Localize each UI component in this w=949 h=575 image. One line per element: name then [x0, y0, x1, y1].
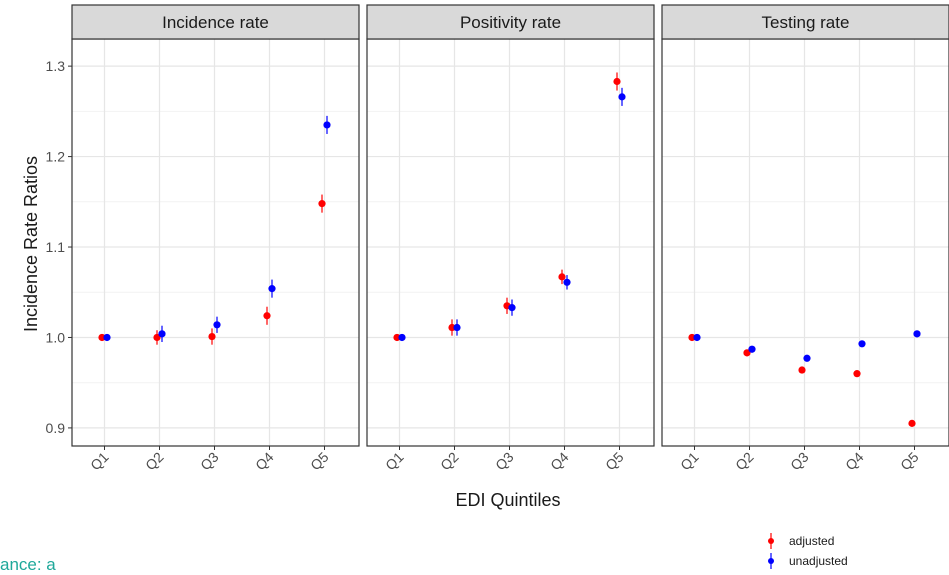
- data-point-unadjusted: [748, 345, 756, 353]
- data-point-adjusted: [743, 349, 751, 357]
- facet-strip: [366, 4, 655, 40]
- facet-strip: [71, 4, 360, 40]
- data-point-adjusted: [688, 333, 696, 342]
- data-point-unadjusted: [508, 304, 516, 312]
- data-point-unadjusted: [803, 354, 811, 362]
- data-point-unadjusted: [453, 323, 461, 332]
- data-point-adjusted: [318, 200, 326, 208]
- data-point-adjusted: [98, 333, 106, 342]
- data-point-adjusted: [558, 273, 566, 281]
- facet-panels: Incidence rate Positivity rate Testing rat…: [71, 4, 949, 447]
- x-tick-label: Q3: [197, 449, 222, 474]
- x-tick-label: Q5: [602, 449, 627, 474]
- legend-item-adjusted: adjusted: [768, 533, 834, 549]
- legend-key-point: [768, 538, 774, 544]
- facet-strip: [661, 4, 949, 40]
- facet-strip-label: Positivity rate: [460, 13, 561, 32]
- x-tick-label: Q3: [492, 449, 517, 474]
- y-tick-label: 1.1: [46, 239, 66, 255]
- x-tick-label: Q5: [307, 449, 332, 474]
- data-point-adjusted: [613, 77, 621, 86]
- data-point-unadjusted: [213, 321, 221, 329]
- x-tick-label: Q2: [732, 449, 757, 474]
- legend-label: unadjusted: [789, 554, 848, 568]
- legend: adjusted unadjusted: [768, 533, 848, 569]
- x-tick-label: Q1: [382, 449, 407, 474]
- data-point-adjusted: [448, 323, 456, 332]
- data-point-adjusted: [263, 312, 271, 320]
- facet-strip-label: Incidence rate: [162, 13, 269, 32]
- facet-panel: Positivity rate: [366, 4, 655, 447]
- x-tick-label: Q4: [547, 449, 572, 474]
- data-point-adjusted: [853, 370, 861, 378]
- legend-label: adjusted: [789, 534, 834, 548]
- data-point-unadjusted: [158, 330, 166, 338]
- legend-key-point: [768, 558, 774, 564]
- facet-strip-label: Testing rate: [762, 13, 850, 32]
- data-point-unadjusted: [693, 333, 701, 342]
- x-tick-label: Q3: [787, 449, 812, 474]
- panel-background: [662, 39, 949, 446]
- x-tick-label: Q1: [87, 449, 112, 474]
- x-axis-title: EDI Quintiles: [455, 490, 560, 510]
- data-point-adjusted: [153, 333, 161, 342]
- facet-panel: Incidence rate: [71, 4, 360, 447]
- x-tick-label: Q2: [142, 449, 167, 474]
- data-point-adjusted: [393, 333, 401, 342]
- data-point-unadjusted: [858, 340, 866, 348]
- x-tick-label: Q2: [437, 449, 462, 474]
- legend-item-unadjusted: unadjusted: [768, 553, 848, 569]
- y-tick-label: 1.2: [46, 149, 66, 165]
- data-point-unadjusted: [398, 333, 406, 342]
- data-point-unadjusted: [103, 333, 111, 342]
- data-point-unadjusted: [268, 285, 276, 293]
- y-axis-title: Incidence Rate Ratios: [21, 156, 41, 332]
- y-tick-label: 1.3: [46, 58, 66, 74]
- x-tick-label: Q4: [842, 449, 867, 474]
- data-point-unadjusted: [563, 278, 571, 286]
- data-point-unadjusted: [323, 121, 331, 129]
- data-point-adjusted: [208, 332, 216, 341]
- x-tick-label: Q4: [252, 449, 277, 474]
- x-axis: Q1 Q2 Q3 Q4 Q5 Q1 Q2 Q3 Q4 Q5 Q1 Q2 Q3 Q4 Q5: [87, 446, 922, 473]
- data-point-unadjusted: [913, 330, 921, 338]
- x-tick-label: Q1: [677, 449, 702, 474]
- facet-panel: Testing rate: [661, 4, 949, 447]
- panel-background: [367, 39, 654, 446]
- y-axis: 0.9 1.0 1.1 1.2 1.3: [46, 58, 72, 436]
- panel-background: [72, 39, 359, 446]
- y-tick-label: 1.0: [46, 329, 66, 345]
- data-point-unadjusted: [618, 93, 626, 101]
- y-tick-label: 0.9: [46, 420, 66, 436]
- data-point-adjusted: [908, 419, 916, 427]
- clipped-caption-text: ance: a: [0, 555, 56, 574]
- data-point-adjusted: [798, 366, 806, 374]
- x-tick-label: Q5: [897, 449, 922, 474]
